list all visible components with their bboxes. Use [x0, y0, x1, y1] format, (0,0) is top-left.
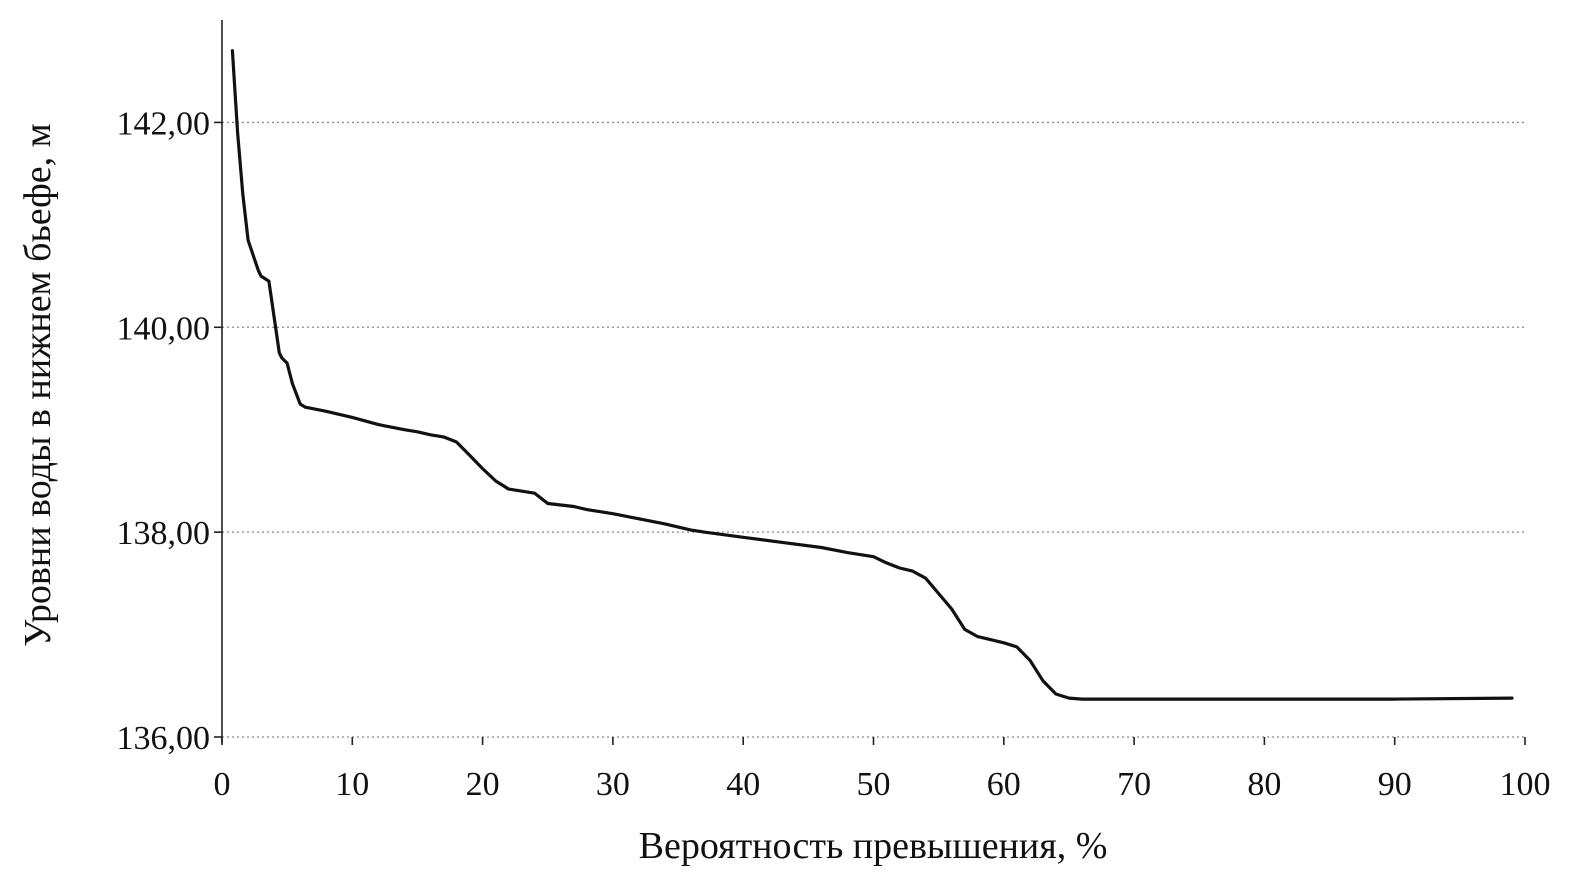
- y-tick-label-0: 136,00: [117, 720, 211, 757]
- axes: [214, 20, 1526, 745]
- x-tick-label-2: 20: [466, 766, 500, 803]
- x-axis-title: Вероятность превышения, %: [639, 825, 1108, 867]
- x-tick-label-3: 30: [596, 766, 630, 803]
- x-tick-label-10: 100: [1500, 766, 1551, 803]
- grid-lines: [222, 121, 1525, 738]
- tick-labels: 136,00 138,00 140,00 142,00 0 10 20 30 40 50 60 70 8…: [117, 105, 1551, 803]
- x-tick-label-9: 90: [1378, 766, 1412, 803]
- x-tick-label-0: 0: [214, 766, 231, 803]
- x-tick-label-7: 70: [1117, 766, 1151, 803]
- x-tick-label-8: 80: [1247, 766, 1281, 803]
- y-tick-label-3: 142,00: [117, 105, 211, 142]
- series-line-0: [230, 49, 1514, 701]
- x-tick-label-1: 10: [335, 766, 369, 803]
- x-tick-label-5: 50: [857, 766, 891, 803]
- y-tick-label-1: 138,00: [117, 515, 211, 552]
- y-axis-title: Уровни воды в нижнем бьефе, м: [17, 123, 59, 646]
- series-layer: [230, 49, 1514, 701]
- x-tick-label-4: 40: [726, 766, 760, 803]
- y-tick-label-2: 140,00: [117, 310, 211, 347]
- x-tick-label-6: 60: [987, 766, 1021, 803]
